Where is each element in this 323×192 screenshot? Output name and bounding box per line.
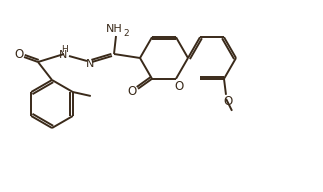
Text: O: O: [224, 95, 233, 108]
Text: O: O: [174, 80, 183, 93]
Text: O: O: [127, 85, 137, 98]
Text: N: N: [86, 59, 94, 69]
Text: O: O: [15, 49, 24, 61]
Text: H: H: [62, 46, 68, 55]
Text: NH: NH: [106, 24, 122, 34]
Text: 2: 2: [123, 28, 129, 37]
Text: N: N: [59, 50, 67, 60]
